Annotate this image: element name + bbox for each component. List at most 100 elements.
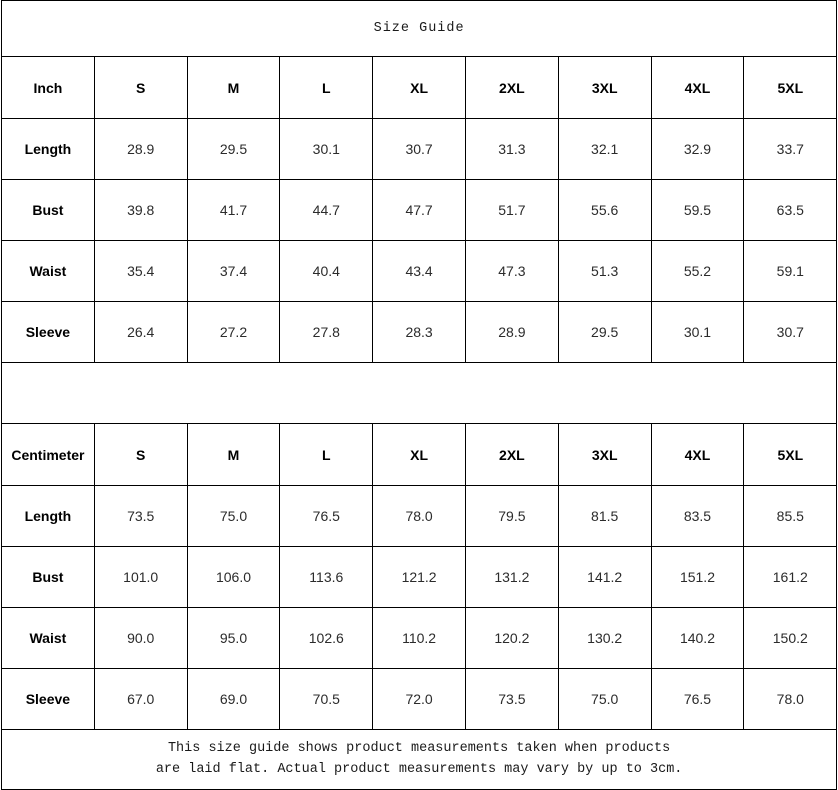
cell-sleeve-inch-xl: 28.3	[372, 301, 466, 363]
cell-bust-inch-s: 39.8	[93, 179, 188, 241]
size-header-cm-s: S	[93, 423, 188, 486]
table-row: Waist 90.0 95.0 102.6 110.2 120.2 130.2 …	[1, 607, 838, 669]
size-header-cm-4xl: 4XL	[650, 423, 745, 486]
cell-bust-inch-m: 41.7	[186, 179, 281, 241]
cell-bust-inch-5xl: 63.5	[743, 179, 838, 241]
size-header-2xl: 2XL	[464, 56, 559, 119]
cell-waist-cm-4xl: 140.2	[650, 607, 745, 669]
size-header-l: L	[279, 56, 374, 119]
cell-sleeve-inch-3xl: 29.5	[557, 301, 652, 363]
cell-waist-cm-xl: 110.2	[372, 607, 466, 669]
size-header-m: M	[186, 56, 281, 119]
cell-length-cm-s: 73.5	[93, 485, 188, 547]
page-title: Size Guide	[0, 0, 838, 57]
footer-note-line-2: are laid flat. Actual product measuremen…	[155, 761, 683, 777]
cell-bust-cm-2xl: 131.2	[464, 546, 559, 608]
footer-note: This size guide shows product measuremen…	[0, 729, 838, 790]
cell-bust-inch-l: 44.7	[279, 179, 374, 241]
cell-length-cm-5xl: 85.5	[743, 485, 838, 547]
cell-bust-cm-m: 106.0	[186, 546, 281, 608]
table-row: Length 28.9 29.5 30.1 30.7 31.3 32.1 32.…	[1, 118, 838, 180]
cell-waist-cm-2xl: 120.2	[464, 607, 559, 669]
cell-waist-cm-5xl: 150.2	[743, 607, 838, 669]
cell-length-cm-3xl: 81.5	[557, 485, 652, 547]
cell-length-cm-l: 76.5	[279, 485, 374, 547]
inch-header-row: Inch S M L XL 2XL 3XL 4XL 5XL	[1, 56, 838, 119]
row-label-waist-inch: Waist	[1, 240, 95, 302]
cell-length-inch-xl: 30.7	[372, 118, 466, 180]
row-label-bust-cm: Bust	[1, 546, 95, 608]
size-header-cm-m: M	[186, 423, 281, 486]
footer-note-line-1: This size guide shows product measuremen…	[167, 740, 671, 756]
cell-waist-inch-s: 35.4	[93, 240, 188, 302]
size-header-cm-5xl: 5XL	[743, 423, 838, 486]
centimeter-header-row: Centimeter S M L XL 2XL 3XL 4XL 5XL	[1, 423, 838, 486]
cell-length-cm-m: 75.0	[186, 485, 281, 547]
table-separator-row	[0, 362, 838, 424]
row-label-length-cm: Length	[1, 485, 95, 547]
cell-waist-cm-3xl: 130.2	[557, 607, 652, 669]
cell-length-cm-xl: 78.0	[372, 485, 466, 547]
cell-sleeve-cm-3xl: 75.0	[557, 668, 652, 730]
cell-length-cm-4xl: 83.5	[650, 485, 745, 547]
table-row: Bust 101.0 106.0 113.6 121.2 131.2 141.2…	[1, 546, 838, 608]
cell-sleeve-inch-5xl: 30.7	[743, 301, 838, 363]
size-header-4xl: 4XL	[650, 56, 745, 119]
cell-sleeve-cm-s: 67.0	[93, 668, 188, 730]
cell-waist-inch-3xl: 51.3	[557, 240, 652, 302]
cell-length-cm-2xl: 79.5	[464, 485, 559, 547]
table-separator-cell	[0, 362, 838, 424]
cell-bust-cm-xl: 121.2	[372, 546, 466, 608]
size-header-xl: XL	[372, 56, 466, 119]
unit-header-inch: Inch	[1, 56, 95, 119]
row-label-sleeve-inch: Sleeve	[1, 301, 95, 363]
cell-length-inch-2xl: 31.3	[464, 118, 559, 180]
size-header-cm-xl: XL	[372, 423, 466, 486]
cell-waist-inch-4xl: 55.2	[650, 240, 745, 302]
title-row: Size Guide	[0, 0, 838, 57]
cell-length-inch-4xl: 32.9	[650, 118, 745, 180]
cell-length-inch-5xl: 33.7	[743, 118, 838, 180]
table-row: Waist 35.4 37.4 40.4 43.4 47.3 51.3 55.2…	[1, 240, 838, 302]
cell-bust-inch-xl: 47.7	[372, 179, 466, 241]
cell-sleeve-inch-s: 26.4	[93, 301, 188, 363]
cell-sleeve-inch-2xl: 28.9	[464, 301, 559, 363]
cell-waist-inch-l: 40.4	[279, 240, 374, 302]
cell-waist-cm-m: 95.0	[186, 607, 281, 669]
cell-sleeve-cm-l: 70.5	[279, 668, 374, 730]
cell-bust-inch-4xl: 59.5	[650, 179, 745, 241]
cell-bust-inch-2xl: 51.7	[464, 179, 559, 241]
size-header-cm-3xl: 3XL	[557, 423, 652, 486]
table-row: Sleeve 67.0 69.0 70.5 72.0 73.5 75.0 76.…	[1, 668, 838, 730]
cell-length-inch-l: 30.1	[279, 118, 374, 180]
row-label-bust-inch: Bust	[1, 179, 95, 241]
cell-waist-inch-2xl: 47.3	[464, 240, 559, 302]
cell-bust-cm-4xl: 151.2	[650, 546, 745, 608]
footer-note-row: This size guide shows product measuremen…	[0, 729, 838, 790]
cell-bust-cm-l: 113.6	[279, 546, 374, 608]
cell-sleeve-cm-xl: 72.0	[372, 668, 466, 730]
cell-waist-inch-5xl: 59.1	[743, 240, 838, 302]
size-header-s: S	[93, 56, 188, 119]
size-header-3xl: 3XL	[557, 56, 652, 119]
cell-waist-cm-l: 102.6	[279, 607, 374, 669]
cell-bust-cm-5xl: 161.2	[743, 546, 838, 608]
cell-sleeve-cm-m: 69.0	[186, 668, 281, 730]
cell-bust-cm-s: 101.0	[93, 546, 188, 608]
cell-sleeve-inch-4xl: 30.1	[650, 301, 745, 363]
cell-bust-cm-3xl: 141.2	[557, 546, 652, 608]
table-row: Sleeve 26.4 27.2 27.8 28.3 28.9 29.5 30.…	[1, 301, 838, 363]
cell-sleeve-inch-l: 27.8	[279, 301, 374, 363]
unit-header-centimeter: Centimeter	[1, 423, 95, 486]
size-header-cm-l: L	[279, 423, 374, 486]
cell-sleeve-cm-5xl: 78.0	[743, 668, 838, 730]
size-header-cm-2xl: 2XL	[464, 423, 559, 486]
table-row: Bust 39.8 41.7 44.7 47.7 51.7 55.6 59.5 …	[1, 179, 838, 241]
cell-sleeve-cm-2xl: 73.5	[464, 668, 559, 730]
table-row: Length 73.5 75.0 76.5 78.0 79.5 81.5 83.…	[1, 485, 838, 547]
cell-sleeve-cm-4xl: 76.5	[650, 668, 745, 730]
cell-waist-inch-xl: 43.4	[372, 240, 466, 302]
size-header-5xl: 5XL	[743, 56, 838, 119]
cell-waist-inch-m: 37.4	[186, 240, 281, 302]
